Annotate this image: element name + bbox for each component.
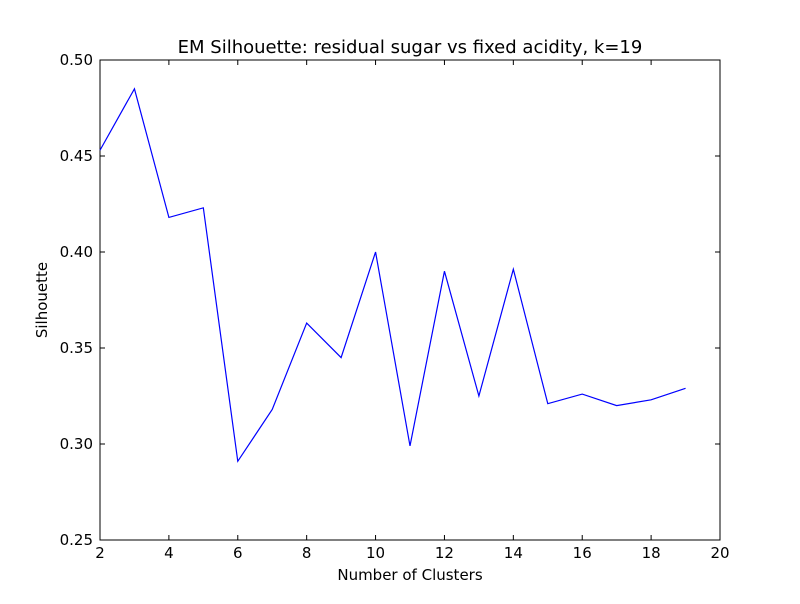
- series-line: [99, 87, 686, 463]
- y-tick-label: 0.40: [60, 243, 93, 261]
- x-tick-label: 4: [164, 544, 174, 562]
- x-axis-label: Number of Clusters: [337, 566, 482, 584]
- y-tick-label: 0.30: [60, 435, 93, 453]
- x-tick-label: 18: [642, 544, 661, 562]
- plot-area: 2 4 6 8 10 12 14 16 18 20 0.25 0.30 0.35 0.40 0.45 0.50: [60, 51, 730, 562]
- plot-frame: [99, 59, 721, 541]
- chart-title: EM Silhouette: residual sugar vs fixed a…: [178, 37, 643, 58]
- x-tick-label: 14: [504, 544, 523, 562]
- x-tick-label: 16: [573, 544, 592, 562]
- y-tick-label: 0.25: [60, 531, 93, 549]
- x-tick-label: 12: [435, 544, 454, 562]
- x-tick-label: 6: [233, 544, 243, 562]
- x-tick-label: 10: [366, 544, 385, 562]
- x-tick-label: 20: [710, 544, 729, 562]
- y-tick-label: 0.35: [60, 339, 93, 357]
- y-tick-label: 0.45: [60, 147, 93, 165]
- x-tick-label: 8: [302, 544, 312, 562]
- x-tick-label: 2: [95, 544, 105, 562]
- y-axis-label: Silhouette: [33, 262, 51, 338]
- y-tick-label: 0.50: [60, 51, 93, 69]
